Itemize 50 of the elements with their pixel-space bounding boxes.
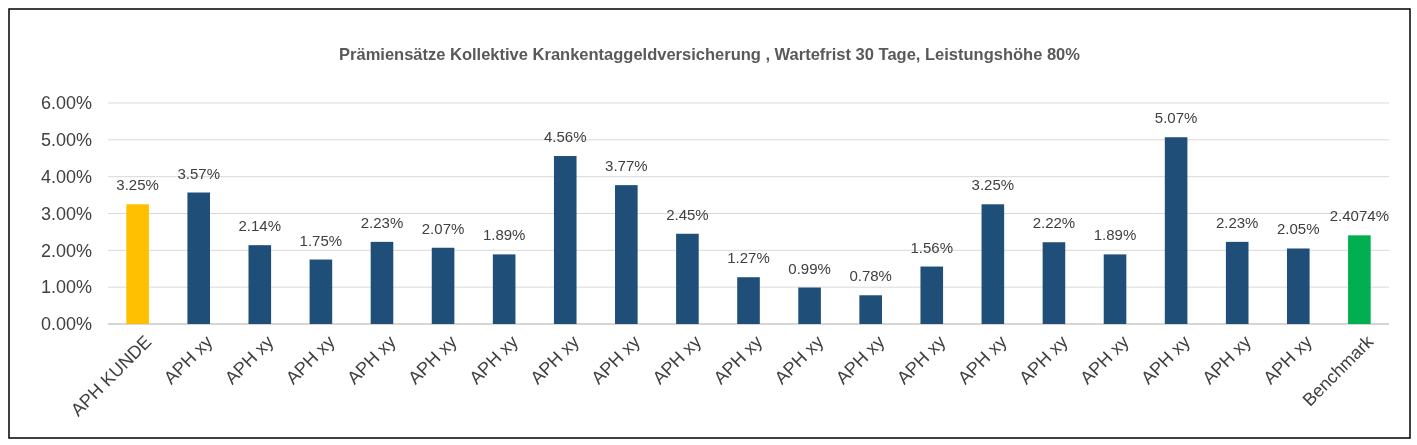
bar: [1164, 137, 1188, 324]
bar: [1042, 242, 1066, 324]
data-label: 1.27%: [727, 249, 770, 267]
bar: [1348, 235, 1371, 324]
data-label: 2.45%: [666, 205, 709, 223]
data-label: 2.23%: [1215, 213, 1259, 231]
y-tick-label: 6.00%: [40, 93, 92, 114]
data-label: 3.25%: [971, 176, 1015, 194]
bar: [187, 192, 211, 324]
data-label: 2.4074%: [1329, 207, 1389, 225]
bar: [615, 185, 638, 324]
bar: [431, 247, 455, 324]
data-label: 3.25%: [116, 176, 159, 194]
data-label: 3.77%: [605, 157, 648, 175]
y-tick-label: 2.00%: [40, 240, 92, 261]
bar: [553, 156, 577, 324]
data-label: 1.56%: [910, 238, 954, 256]
bar: [981, 204, 1005, 324]
bar: [676, 233, 699, 324]
data-label: 2.22%: [1032, 214, 1076, 232]
data-label: 2.23%: [360, 213, 404, 231]
data-label: 1.89%: [482, 226, 526, 244]
data-label: 1.75%: [299, 231, 343, 249]
bar: [737, 277, 760, 324]
bar: [126, 204, 149, 324]
bar: [859, 295, 882, 324]
data-label: 1.89%: [1093, 226, 1137, 244]
data-label: 2.14%: [238, 217, 282, 235]
y-tick-label: 3.00%: [40, 203, 92, 224]
bar: [920, 266, 944, 324]
y-tick-label: 5.00%: [40, 130, 92, 151]
bar: [309, 259, 333, 324]
y-tick-label: 1.00%: [40, 277, 92, 298]
data-label: 5.07%: [1154, 109, 1198, 127]
bar: [1103, 254, 1127, 324]
data-label: 4.56%: [543, 128, 587, 146]
bar: [1225, 241, 1249, 324]
data-label: 0.99%: [788, 259, 831, 277]
data-label: 2.05%: [1277, 220, 1320, 238]
bar: [370, 241, 394, 324]
bar: [492, 254, 516, 324]
data-label: 0.78%: [849, 267, 892, 285]
chart-title: Prämiensätze Kollektive Krankentaggeldversicherung , Wartefrist 30 Tage, Leistungshöhe 80%: [339, 45, 1081, 63]
y-tick-label: 0.00%: [40, 314, 92, 335]
y-tick-label: 4.00%: [40, 166, 92, 187]
bar: [798, 287, 821, 324]
bar: [1286, 248, 1310, 324]
bar: [248, 245, 272, 324]
data-label: 2.07%: [421, 219, 465, 237]
data-label: 3.57%: [177, 164, 220, 182]
